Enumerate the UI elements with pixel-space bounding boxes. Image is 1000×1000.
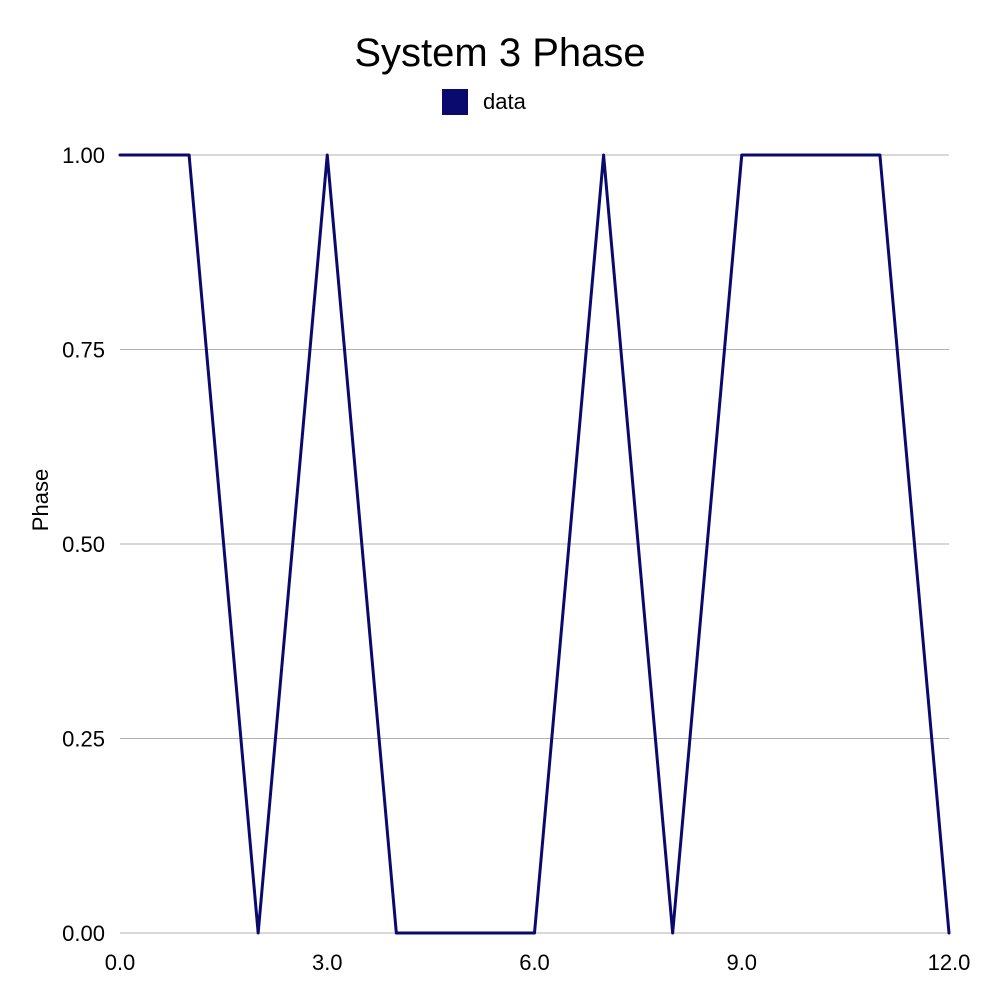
y-tick-label: 0.50 bbox=[62, 532, 105, 557]
y-axis-label: Phase bbox=[28, 469, 53, 531]
grid-lines bbox=[120, 154, 949, 934]
y-tick-label: 0.25 bbox=[62, 727, 105, 752]
x-tick-label: 3.0 bbox=[312, 950, 343, 975]
x-tick-label: 12.0 bbox=[928, 950, 971, 975]
x-axis-ticks: 0.0 3.0 6.0 9.0 12.0 bbox=[105, 950, 971, 975]
series-layer bbox=[118, 153, 951, 935]
y-axis-ticks: 0.00 0.25 0.50 0.75 1.00 bbox=[62, 143, 105, 946]
series-line-data bbox=[118, 153, 951, 935]
y-tick-label: 0.75 bbox=[62, 338, 105, 363]
x-tick-label: 6.0 bbox=[519, 950, 550, 975]
x-tick-label: 0.0 bbox=[105, 950, 136, 975]
chart-title: System 3 Phase bbox=[354, 31, 645, 75]
x-tick-label: 9.0 bbox=[726, 950, 757, 975]
legend: data bbox=[442, 89, 527, 115]
y-tick-label: 0.00 bbox=[62, 921, 105, 946]
y-tick-label: 1.00 bbox=[62, 143, 105, 168]
legend-swatch-data bbox=[442, 89, 468, 115]
legend-label-data: data bbox=[483, 89, 527, 114]
